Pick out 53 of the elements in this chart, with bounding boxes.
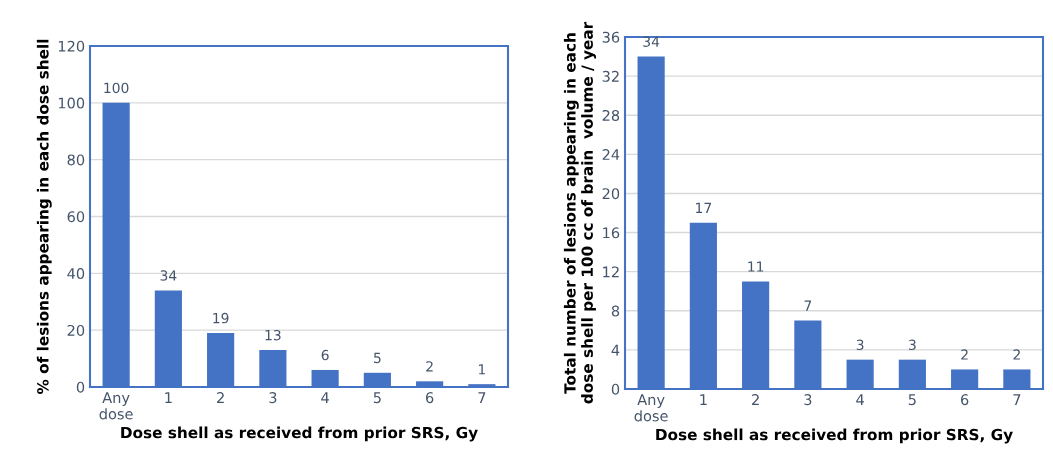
x-tick-label: 2 — [217, 392, 224, 403]
x-tick-label: 4 — [856, 394, 864, 405]
data-label: 7 — [804, 300, 812, 311]
y-tick-label: 20 — [67, 324, 85, 336]
x-tick-label: Any dose — [634, 394, 668, 422]
data-label: 13 — [265, 329, 281, 341]
data-label: 2 — [1013, 349, 1020, 360]
data-label: 11 — [748, 261, 764, 272]
data-label: 6 — [321, 349, 329, 361]
y-axis-title: Total number of lesions appearing in each dose shell per 100 cc of brain volume / year — [563, 21, 597, 404]
y-tick-label: 28 — [602, 109, 620, 121]
y-tick-label: 36 — [602, 31, 620, 43]
data-label: 100 — [104, 82, 129, 94]
y-tick-label: 0 — [611, 383, 620, 395]
x-tick-label: 5 — [908, 394, 916, 406]
y-tick-label: 100 — [58, 97, 85, 109]
y-tick-label: 0 — [76, 381, 85, 393]
x-tick-label: 3 — [804, 394, 812, 406]
x-tick-label: 3 — [269, 392, 277, 404]
x-tick-label: 4 — [321, 392, 329, 403]
data-label: 1 — [478, 364, 486, 375]
data-label: 5 — [374, 352, 381, 364]
y-tick-label: 24 — [602, 149, 620, 160]
y-tick-label: 20 — [602, 188, 620, 200]
x-tick-label: Any dose — [99, 392, 133, 420]
y-tick-label: 12 — [603, 266, 619, 278]
x-axis-title: Dose shell as received from prior SRS, Gy — [121, 426, 478, 442]
data-label: 34 — [160, 270, 177, 281]
x-tick-label: 2 — [752, 394, 759, 405]
y-tick-label: 80 — [67, 154, 85, 166]
data-label: 34 — [643, 36, 660, 47]
y-tick-label: 16 — [603, 227, 620, 239]
data-label: 3 — [856, 339, 864, 351]
x-tick-label: 6 — [961, 394, 969, 406]
data-label: 2 — [961, 349, 968, 360]
x-tick-label: 1 — [165, 392, 172, 403]
y-tick-label: 120 — [58, 40, 85, 52]
y-tick-label: 4 — [611, 344, 620, 356]
x-tick-label: 1 — [700, 394, 707, 405]
y-tick-label: 40 — [67, 268, 85, 280]
data-label: 17 — [696, 202, 712, 213]
x-tick-label: 6 — [426, 392, 434, 404]
data-label: 19 — [213, 312, 229, 324]
y-tick-label: 8 — [611, 305, 620, 317]
data-label: 3 — [909, 339, 916, 351]
y-tick-label: 60 — [67, 211, 85, 223]
data-label: 2 — [426, 361, 433, 372]
x-tick-label: 7 — [1013, 394, 1021, 405]
x-tick-label: 7 — [478, 392, 486, 403]
y-tick-label: 32 — [602, 70, 619, 82]
x-axis-title: Dose shell as received from prior SRS, Gy — [656, 428, 1013, 444]
y-axis-title: % of lesions appearing in each dose shell — [36, 39, 52, 394]
x-tick-label: 5 — [373, 392, 381, 404]
